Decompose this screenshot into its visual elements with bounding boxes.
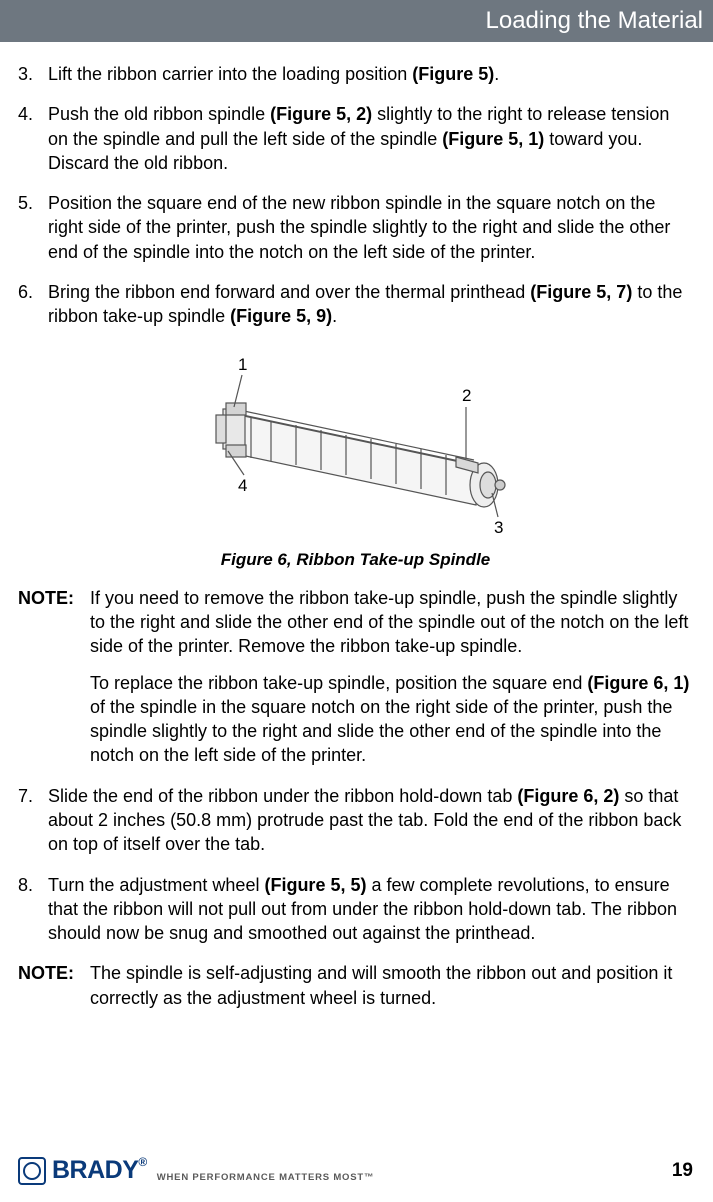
- brand-tagline: WHEN PERFORMANCE MATTERS MOST™: [157, 1172, 375, 1185]
- figure-6: 1 2 3 4 Figure 6, Ribbon Take-up Spindle: [18, 345, 693, 572]
- step-text: Lift the ribbon carrier into the loading…: [48, 62, 693, 86]
- step-4: 4. Push the old ribbon spindle (Figure 5…: [18, 102, 693, 175]
- step-text: Push the old ribbon spindle (Figure 5, 2…: [48, 102, 693, 175]
- figure-ref: (Figure 6, 1): [587, 673, 689, 693]
- step-text: Position the square end of the new ribbo…: [48, 191, 693, 264]
- note-label: NOTE:: [18, 586, 90, 768]
- step-3: 3. Lift the ribbon carrier into the load…: [18, 62, 693, 86]
- figure-ref: (Figure 5, 7): [530, 282, 632, 302]
- callout-4: 4: [238, 476, 247, 495]
- brand-logo-icon: [18, 1157, 46, 1185]
- step-text: Turn the adjustment wheel (Figure 5, 5) …: [48, 873, 693, 946]
- ribbon-spindle-diagram: 1 2 3 4: [166, 345, 546, 545]
- step-6: 6. Bring the ribbon end forward and over…: [18, 280, 693, 329]
- step-number: 5.: [18, 191, 48, 264]
- note-1: NOTE: If you need to remove the ribbon t…: [18, 586, 693, 768]
- step-number: 4.: [18, 102, 48, 175]
- page-footer: BRADY® WHEN PERFORMANCE MATTERS MOST™ 19: [0, 1154, 713, 1188]
- note-body: If you need to remove the ribbon take-up…: [90, 586, 693, 768]
- brand-name: BRADY®: [52, 1154, 147, 1188]
- section-header: Loading the Material: [0, 0, 713, 42]
- figure-ref: (Figure 5, 2): [270, 104, 372, 124]
- note-body: The spindle is self-adjusting and will s…: [90, 961, 693, 1010]
- step-text: Bring the ribbon end forward and over th…: [48, 280, 693, 329]
- page-number: 19: [672, 1158, 693, 1184]
- figure-caption: Figure 6, Ribbon Take-up Spindle: [18, 549, 693, 572]
- step-number: 8.: [18, 873, 48, 946]
- note-2: NOTE: The spindle is self-adjusting and …: [18, 961, 693, 1010]
- figure-ref: (Figure 5, 9): [230, 306, 332, 326]
- brand-block: BRADY® WHEN PERFORMANCE MATTERS MOST™: [18, 1154, 374, 1188]
- step-7: 7. Slide the end of the ribbon under the…: [18, 784, 693, 857]
- callout-3: 3: [494, 518, 503, 537]
- page-content: 3. Lift the ribbon carrier into the load…: [0, 42, 713, 1010]
- step-number: 6.: [18, 280, 48, 329]
- callout-2: 2: [462, 386, 471, 405]
- section-title: Loading the Material: [486, 5, 703, 37]
- step-number: 7.: [18, 784, 48, 857]
- callout-1: 1: [238, 355, 247, 374]
- step-text: Slide the end of the ribbon under the ri…: [48, 784, 693, 857]
- figure-ref: (Figure 5, 1): [442, 129, 544, 149]
- note-label: NOTE:: [18, 961, 90, 1010]
- step-5: 5. Position the square end of the new ri…: [18, 191, 693, 264]
- step-number: 3.: [18, 62, 48, 86]
- step-8: 8. Turn the adjustment wheel (Figure 5, …: [18, 873, 693, 946]
- figure-ref: (Figure 5): [412, 64, 494, 84]
- figure-ref: (Figure 5, 5): [264, 875, 366, 895]
- figure-ref: (Figure 6, 2): [517, 786, 619, 806]
